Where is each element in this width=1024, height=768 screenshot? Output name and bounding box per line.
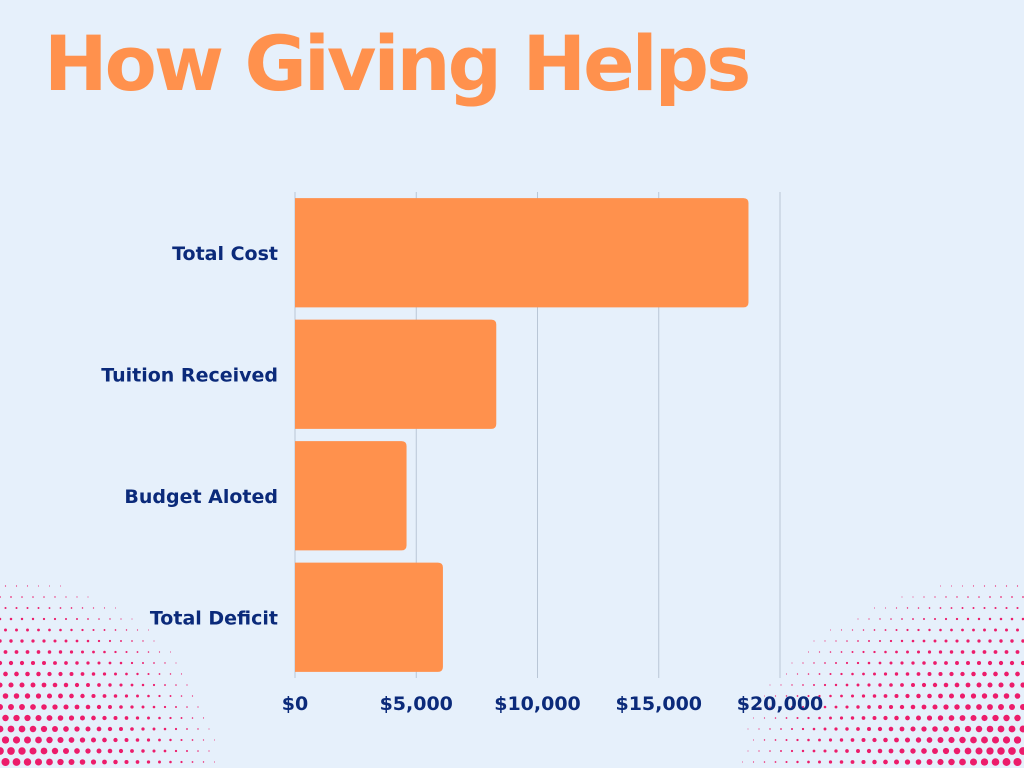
bar-total-deficit bbox=[295, 563, 443, 672]
x-tick-label: $5,000 bbox=[380, 693, 453, 715]
bar-budget-aloted bbox=[295, 441, 407, 550]
x-tick-label: $0 bbox=[282, 693, 308, 715]
category-label: Total Deficit bbox=[150, 607, 278, 629]
x-tick-label: $15,000 bbox=[615, 693, 702, 715]
x-tick-label: $10,000 bbox=[494, 693, 581, 715]
x-tick-label: $20,000 bbox=[737, 693, 824, 715]
category-label: Total Cost bbox=[172, 243, 278, 265]
category-label: Budget Aloted bbox=[124, 486, 278, 508]
category-label: Tuition Received bbox=[101, 364, 278, 386]
bar-tuition-received bbox=[295, 320, 496, 429]
bar-total-cost bbox=[295, 198, 748, 307]
